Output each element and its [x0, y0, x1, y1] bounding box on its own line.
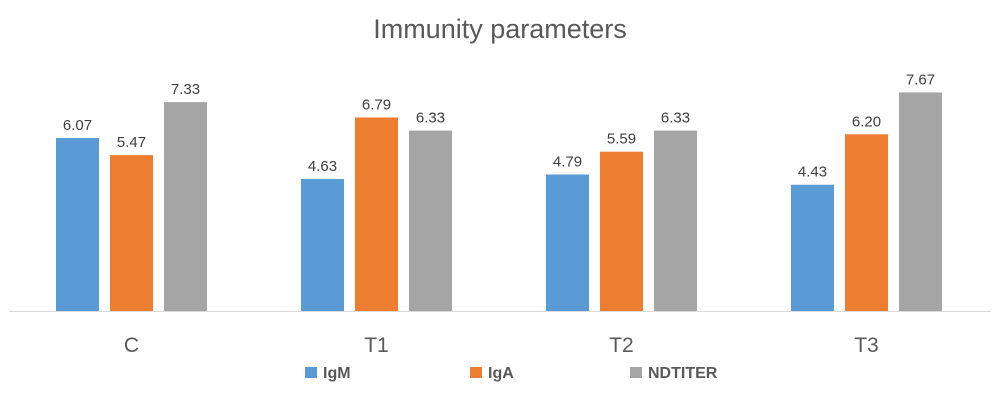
data-label: 6.33	[416, 110, 445, 127]
legend-label: IgM	[323, 365, 351, 382]
data-label: 5.59	[607, 131, 636, 148]
chart-title: Immunity parameters	[373, 14, 627, 44]
data-label: 6.79	[362, 96, 391, 113]
bar-igm-t1	[301, 179, 344, 311]
legend-swatch-iga	[470, 367, 482, 378]
data-label: 7.33	[171, 81, 200, 98]
category-label: T2	[609, 334, 634, 357]
bar-ndtiter-t2	[654, 130, 697, 311]
bar-iga-t3	[845, 134, 888, 311]
bar-igm-t2	[546, 174, 589, 311]
data-label: 4.63	[308, 158, 337, 175]
bar-ndtiter-c	[164, 102, 207, 311]
category-label: C	[124, 334, 139, 357]
data-label: 5.47	[117, 134, 146, 151]
bar-ndtiter-t3	[899, 92, 942, 311]
data-label: 7.67	[906, 71, 935, 88]
category-label: T3	[854, 334, 879, 357]
legend-swatch-igm	[305, 367, 317, 378]
bar-iga-t2	[600, 151, 643, 311]
legend-swatch-ndtiter	[630, 367, 642, 378]
bar-igm-c	[56, 138, 99, 311]
legend-label: NDTITER	[648, 365, 718, 382]
legend: IgM IgA NDTITER	[305, 365, 718, 382]
data-label: 4.43	[798, 164, 827, 181]
bar-iga-c	[110, 155, 153, 311]
data-label: 6.07	[63, 117, 92, 134]
data-label: 6.33	[661, 110, 690, 127]
bar-ndtiter-t1	[409, 130, 452, 311]
legend-label: IgA	[488, 365, 514, 382]
bar-igm-t3	[791, 184, 834, 311]
data-label: 6.20	[852, 113, 881, 130]
data-label: 4.79	[553, 153, 582, 170]
bar-iga-t1	[355, 117, 398, 311]
category-label: T1	[364, 334, 389, 357]
